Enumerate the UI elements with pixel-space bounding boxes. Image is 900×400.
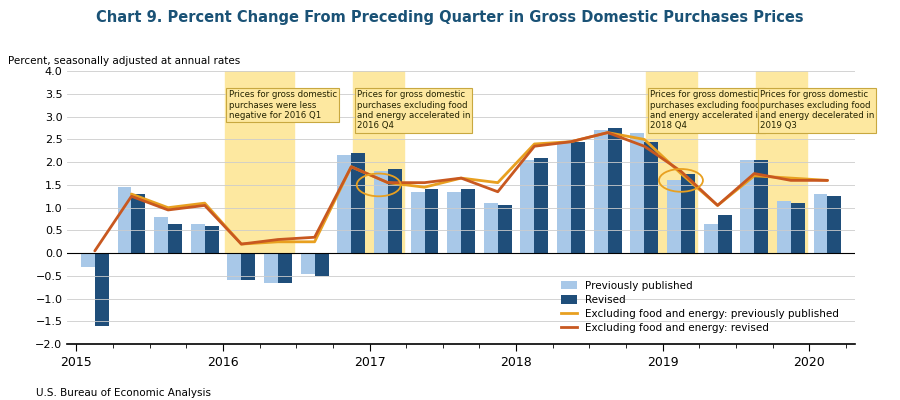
Bar bbox=[571, 142, 585, 253]
Text: Chart 9. Percent Change From Preceding Quarter in Gross Domestic Purchases Price: Chart 9. Percent Change From Preceding Q… bbox=[96, 10, 804, 25]
Bar bbox=[241, 253, 256, 280]
Bar bbox=[777, 201, 791, 253]
Bar bbox=[791, 203, 805, 253]
Bar bbox=[520, 160, 535, 253]
Bar bbox=[168, 224, 182, 253]
Text: U.S. Bureau of Economic Analysis: U.S. Bureau of Economic Analysis bbox=[36, 388, 211, 398]
Bar bbox=[388, 169, 401, 253]
Bar bbox=[741, 160, 754, 253]
Bar bbox=[461, 190, 475, 253]
Bar bbox=[94, 253, 109, 326]
Text: Prices for gross domestic
purchases excluding food
and energy accelerated in
201: Prices for gross domestic purchases excl… bbox=[650, 90, 763, 130]
Bar bbox=[814, 194, 827, 253]
Bar bbox=[484, 203, 498, 253]
Bar bbox=[338, 155, 351, 253]
Bar bbox=[608, 128, 622, 253]
Bar bbox=[425, 190, 438, 253]
Bar bbox=[644, 142, 658, 253]
Bar bbox=[351, 153, 365, 253]
Bar bbox=[447, 192, 461, 253]
Bar bbox=[717, 214, 732, 253]
Text: Prices for gross domestic
purchases were less
negative for 2016 Q1: Prices for gross domestic purchases were… bbox=[229, 90, 337, 120]
Bar bbox=[204, 226, 219, 253]
Bar bbox=[827, 196, 842, 253]
Bar bbox=[681, 174, 695, 253]
Bar bbox=[410, 192, 425, 253]
Bar bbox=[535, 158, 548, 253]
Bar bbox=[118, 187, 131, 253]
Bar bbox=[131, 194, 145, 253]
Text: Prices for gross domestic
purchases excluding food
and energy accelerated in
201: Prices for gross domestic purchases excl… bbox=[356, 90, 470, 130]
Bar bbox=[301, 253, 315, 274]
Bar bbox=[667, 180, 681, 253]
Bar bbox=[154, 217, 168, 253]
Bar bbox=[704, 224, 717, 253]
Bar bbox=[264, 253, 278, 283]
Bar bbox=[498, 206, 512, 253]
Bar bbox=[315, 253, 328, 276]
Bar bbox=[278, 253, 292, 283]
Bar bbox=[594, 130, 608, 253]
Bar bbox=[191, 224, 204, 253]
Bar bbox=[754, 160, 768, 253]
Bar bbox=[557, 142, 571, 253]
Bar bbox=[81, 253, 94, 267]
Bar bbox=[228, 253, 241, 280]
Bar bbox=[630, 132, 644, 253]
Text: Percent, seasonally adjusted at annual rates: Percent, seasonally adjusted at annual r… bbox=[8, 56, 240, 66]
Text: Prices for gross domestic
purchases excluding food
and energy decelerated in
201: Prices for gross domestic purchases excl… bbox=[760, 90, 874, 130]
Bar bbox=[374, 171, 388, 253]
Legend: Previously published, Revised, Excluding food and energy: previously published, : Previously published, Revised, Excluding… bbox=[558, 278, 842, 336]
